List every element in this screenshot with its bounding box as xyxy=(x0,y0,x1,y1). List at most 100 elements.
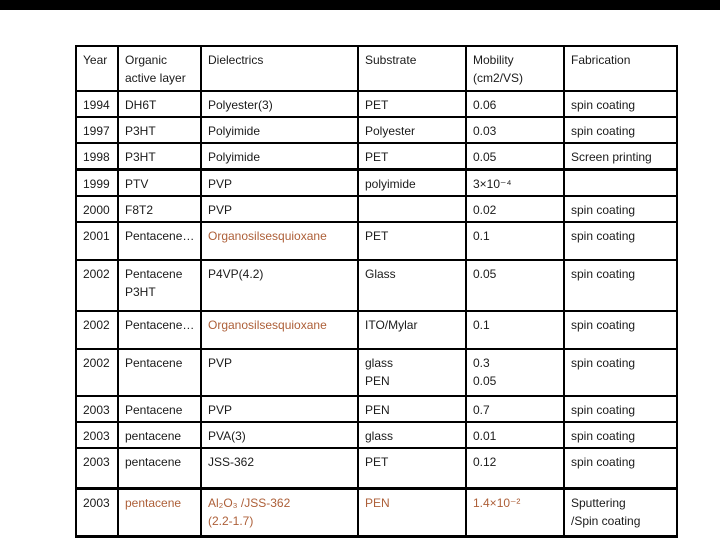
table-row: 1999 PTV PVP polyimide 3×10⁻⁴ xyxy=(75,168,678,197)
table-cell: ITO/Mylar xyxy=(357,310,467,350)
table-header-row: Year Organic active layer Dielectrics Su… xyxy=(75,45,678,92)
table-cell: 2003 xyxy=(75,486,119,537)
table-cell: polyimide xyxy=(357,168,467,197)
table-cell: Al₂O₃ /JSS-362 (2.2-1.7) xyxy=(200,486,359,537)
header-fabrication: Fabrication xyxy=(563,45,678,92)
table-row: 2001 Pentacene… Organosilsesquioxane PET 0.1… xyxy=(75,221,678,261)
table-cell: 2001 xyxy=(75,221,119,261)
table-cell: Glass xyxy=(357,259,467,312)
table-cell: 0.02 xyxy=(465,195,565,223)
table-cell: 0.03 xyxy=(465,116,565,144)
table-cell xyxy=(563,168,678,197)
table-cell: Screen printing xyxy=(563,142,678,171)
table-cell: spin coating xyxy=(563,421,678,449)
table-row: 2003 pentacene JSS-362 PET 0.12 spin coating xyxy=(75,447,678,489)
table-cell: pentacene xyxy=(117,486,202,537)
table-cell: Sputtering /Spin coating xyxy=(563,486,678,537)
table-cell: pentacene xyxy=(117,447,202,489)
table-cell: PVP xyxy=(200,195,359,223)
table-cell: spin coating xyxy=(563,195,678,223)
table-cell: Polyimide xyxy=(200,142,359,171)
table-cell: PET xyxy=(357,221,467,261)
table-cell: PET xyxy=(357,142,467,171)
table-cell: 0.05 xyxy=(465,142,565,171)
table-row: 1997 P3HT Polyimide Polyester 0.03 spin coati… xyxy=(75,116,678,144)
table-row: 2003 pentacene Al₂O₃ /JSS-362 (2.2-1.7) PEN… xyxy=(75,486,678,537)
table-cell: 3×10⁻⁴ xyxy=(465,168,565,197)
table-cell: 0.12 xyxy=(465,447,565,489)
table-cell: 1997 xyxy=(75,116,119,144)
table-cell: spin coating xyxy=(563,259,678,312)
table-cell: PVP xyxy=(200,168,359,197)
table-cell: 1994 xyxy=(75,90,119,118)
table-cell: Pentacene… xyxy=(117,221,202,261)
table-cell: Pentacene xyxy=(117,395,202,423)
table-cell: Polyester(3) xyxy=(200,90,359,118)
table-cell: 2000 xyxy=(75,195,119,223)
table-cell: F8T2 xyxy=(117,195,202,223)
table-cell xyxy=(357,195,467,223)
table-cell: 0.06 xyxy=(465,90,565,118)
table-row: 2002 Pentacene PVP glass PEN 0.3 0.05 spin co… xyxy=(75,348,678,397)
table-cell: Pentacene xyxy=(117,348,202,397)
table-cell: glass xyxy=(357,421,467,449)
table-cell: spin coating xyxy=(563,310,678,350)
table-cell: P3HT xyxy=(117,142,202,171)
table-cell: PEN xyxy=(357,395,467,423)
table-cell: glass PEN xyxy=(357,348,467,397)
table-cell: PVA(3) xyxy=(200,421,359,449)
table-cell: P3HT xyxy=(117,116,202,144)
table-cell: Organosilsesquioxane xyxy=(200,310,359,350)
table-cell: P4VP(4.2) xyxy=(200,259,359,312)
table-cell: Pentacene… xyxy=(117,310,202,350)
table-cell: PTV xyxy=(117,168,202,197)
table-cell: PEN xyxy=(357,486,467,537)
table-cell: spin coating xyxy=(563,221,678,261)
table-cell: 0.1 xyxy=(465,221,565,261)
header-year: Year xyxy=(75,45,119,92)
table-body: 1994 DH6T Polyester(3) PET 0.06 spin coating 1… xyxy=(75,90,678,537)
ofet-summary-table: Year Organic active layer Dielectrics Su… xyxy=(75,45,678,538)
table-cell: Polyimide xyxy=(200,116,359,144)
table-cell: Pentacene P3HT xyxy=(117,259,202,312)
table-cell: 2003 xyxy=(75,421,119,449)
table-row: 2003 pentacene PVA(3) glass 0.01 spin coating xyxy=(75,421,678,449)
table-cell: 2003 xyxy=(75,395,119,423)
table-cell: 0.3 0.05 xyxy=(465,348,565,397)
table-cell: 0.05 xyxy=(465,259,565,312)
table-row: 2002 Pentacene P3HT P4VP(4.2) Glass 0.05 spin… xyxy=(75,259,678,312)
table-cell: 2002 xyxy=(75,348,119,397)
table-cell: Polyester xyxy=(357,116,467,144)
table-cell: PET xyxy=(357,90,467,118)
table-cell: 1999 xyxy=(75,168,119,197)
table-row: 1994 DH6T Polyester(3) PET 0.06 spin coating xyxy=(75,90,678,118)
table-cell: 0.1 xyxy=(465,310,565,350)
table-cell: DH6T xyxy=(117,90,202,118)
table-row: 2002 Pentacene… Organosilsesquioxane ITO/My… xyxy=(75,310,678,350)
header-dielectrics: Dielectrics xyxy=(200,45,359,92)
table-row: 1998 P3HT Polyimide PET 0.05 Screen printing xyxy=(75,142,678,171)
table-cell: 1.4×10⁻² xyxy=(465,486,565,537)
table-cell: spin coating xyxy=(563,348,678,397)
table-cell: 1998 xyxy=(75,142,119,171)
top-black-bar xyxy=(0,0,720,10)
table-cell: PET xyxy=(357,447,467,489)
header-organic-active-layer: Organic active layer xyxy=(117,45,202,92)
header-substrate: Substrate xyxy=(357,45,467,92)
table-cell: PVP xyxy=(200,348,359,397)
table-cell: 0.01 xyxy=(465,421,565,449)
table-cell: spin coating xyxy=(563,447,678,489)
table-cell: 2003 xyxy=(75,447,119,489)
table-cell: spin coating xyxy=(563,395,678,423)
table-cell: spin coating xyxy=(563,90,678,118)
table-cell: 0.7 xyxy=(465,395,565,423)
table-cell: Organosilsesquioxane xyxy=(200,221,359,261)
table-cell: JSS-362 xyxy=(200,447,359,489)
table-cell: PVP xyxy=(200,395,359,423)
table-cell: pentacene xyxy=(117,421,202,449)
table-cell: 2002 xyxy=(75,310,119,350)
table-cell: 2002 xyxy=(75,259,119,312)
table-row: 2003 Pentacene PVP PEN 0.7 spin coating xyxy=(75,395,678,423)
table-cell: spin coating xyxy=(563,116,678,144)
